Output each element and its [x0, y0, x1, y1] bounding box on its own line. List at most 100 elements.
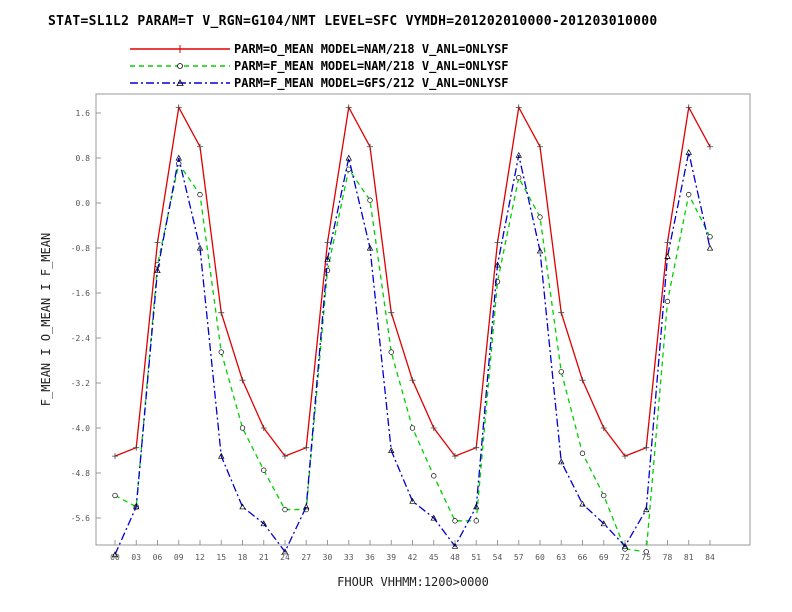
- data-point: [388, 309, 395, 316]
- data-point: [197, 143, 203, 150]
- x-tick-label: 54: [493, 553, 503, 562]
- data-point: [579, 450, 586, 456]
- x-tick-label: 42: [408, 553, 418, 562]
- data-point: [303, 444, 310, 451]
- data-point: [367, 143, 373, 150]
- data-point: [685, 149, 692, 155]
- x-tick-label: 09: [174, 553, 184, 562]
- data-point: [239, 425, 246, 431]
- x-tick-label: 30: [323, 553, 333, 562]
- data-point: [473, 503, 480, 510]
- legend-label: PARM=F_MEAN MODEL=NAM/218 V_ANL=ONLYSF: [234, 59, 509, 73]
- data-point: [388, 349, 394, 355]
- data-point: [218, 452, 225, 459]
- data-point: [537, 143, 543, 150]
- legend-item-f-mean-nam: PARM=F_MEAN MODEL=NAM/218 V_ANL=ONLYSF: [130, 58, 690, 75]
- plot-frame: [95, 93, 751, 546]
- x-tick-label: 18: [238, 553, 248, 562]
- x-tick-label: 48: [450, 553, 460, 562]
- data-point: [409, 497, 416, 504]
- legend-label: PARM=O_MEAN MODEL=NAM/218 V_ANL=ONLYSF: [234, 42, 509, 56]
- x-tick-label: 84: [705, 553, 715, 562]
- data-point: [707, 143, 713, 150]
- x-tick-label: 72: [620, 553, 630, 562]
- series-line: [114, 152, 711, 555]
- data-point: [218, 309, 225, 316]
- data-point: [345, 104, 352, 111]
- y-tick-label: -3.2: [71, 379, 90, 388]
- data-point: [303, 503, 310, 510]
- x-tick-label: 51: [471, 553, 481, 562]
- data-point: [324, 255, 331, 262]
- data-point: [706, 244, 714, 251]
- data-point: [452, 453, 458, 460]
- data-point: [685, 104, 692, 111]
- data-point: [260, 425, 267, 431]
- data-point: [600, 520, 607, 527]
- x-tick-label: 06: [153, 553, 163, 562]
- y-tick-label: -4.0: [71, 424, 90, 433]
- y-tick-label: 0.0: [76, 199, 91, 208]
- data-point: [154, 239, 161, 246]
- data-point: [601, 492, 607, 499]
- series-f-mean-nam: [112, 160, 713, 555]
- data-point: [431, 473, 437, 479]
- data-point: [430, 425, 437, 431]
- data-point: [197, 191, 203, 198]
- x-tick-label: 81: [684, 553, 694, 562]
- data-point: [324, 239, 331, 246]
- data-point: [622, 453, 628, 460]
- y-tick-label: -2.4: [71, 334, 90, 343]
- data-point: [515, 104, 522, 111]
- data-point: [154, 267, 161, 274]
- x-tick-label: 12: [195, 553, 205, 562]
- data-point: [218, 349, 224, 355]
- data-point: [516, 175, 522, 181]
- legend-swatch: [130, 45, 230, 53]
- data-point: [536, 247, 544, 254]
- x-tick-label: 39: [386, 553, 396, 562]
- x-tick-label: 27: [301, 553, 311, 562]
- data-point: [111, 551, 119, 558]
- data-point: [515, 151, 522, 158]
- data-point: [430, 514, 437, 521]
- x-tick-label: 69: [599, 553, 609, 562]
- data-point: [494, 239, 501, 246]
- data-point: [409, 425, 416, 431]
- x-tick-label: 36: [365, 553, 375, 562]
- data-point: [239, 377, 246, 384]
- x-axis-label: FHOUR VHHMM:1200>0000: [337, 575, 489, 589]
- data-point: [473, 444, 480, 451]
- x-tick-label: 60: [535, 553, 545, 562]
- data-point: [621, 542, 629, 549]
- data-point: [664, 239, 671, 246]
- x-tick-label: 21: [259, 553, 269, 562]
- x-tick-label: 03: [131, 553, 141, 562]
- data-point: [558, 458, 565, 465]
- data-point: [367, 197, 373, 203]
- data-point: [643, 506, 650, 513]
- x-tick-label: 63: [556, 553, 566, 562]
- data-point: [664, 253, 671, 259]
- data-point: [388, 447, 395, 454]
- y-axis-label: F_MEAN I O_MEAN I F_MEAN: [39, 233, 53, 406]
- data-point: [281, 548, 289, 555]
- legend-label: PARM=F_MEAN MODEL=GFS/212 V_ANL=ONLYSF: [234, 76, 509, 90]
- data-point: [112, 453, 118, 460]
- data-point: [282, 506, 288, 513]
- y-tick-label: -1.6: [71, 289, 90, 298]
- y-tick-label: 1.6: [76, 109, 91, 118]
- data-point: [686, 191, 692, 198]
- data-point: [558, 309, 565, 316]
- series-o-mean-nam: [112, 104, 713, 460]
- data-point: [664, 298, 671, 305]
- x-tick-label: 78: [663, 553, 673, 562]
- data-point: [622, 546, 628, 552]
- x-tick-label: 45: [429, 553, 439, 562]
- y-tick-label: -0.8: [71, 244, 90, 253]
- data-point: [494, 261, 501, 268]
- data-point: [409, 377, 416, 384]
- data-point: [579, 500, 586, 507]
- legend-swatch: [130, 63, 230, 69]
- x-tick-label: 24: [280, 553, 290, 562]
